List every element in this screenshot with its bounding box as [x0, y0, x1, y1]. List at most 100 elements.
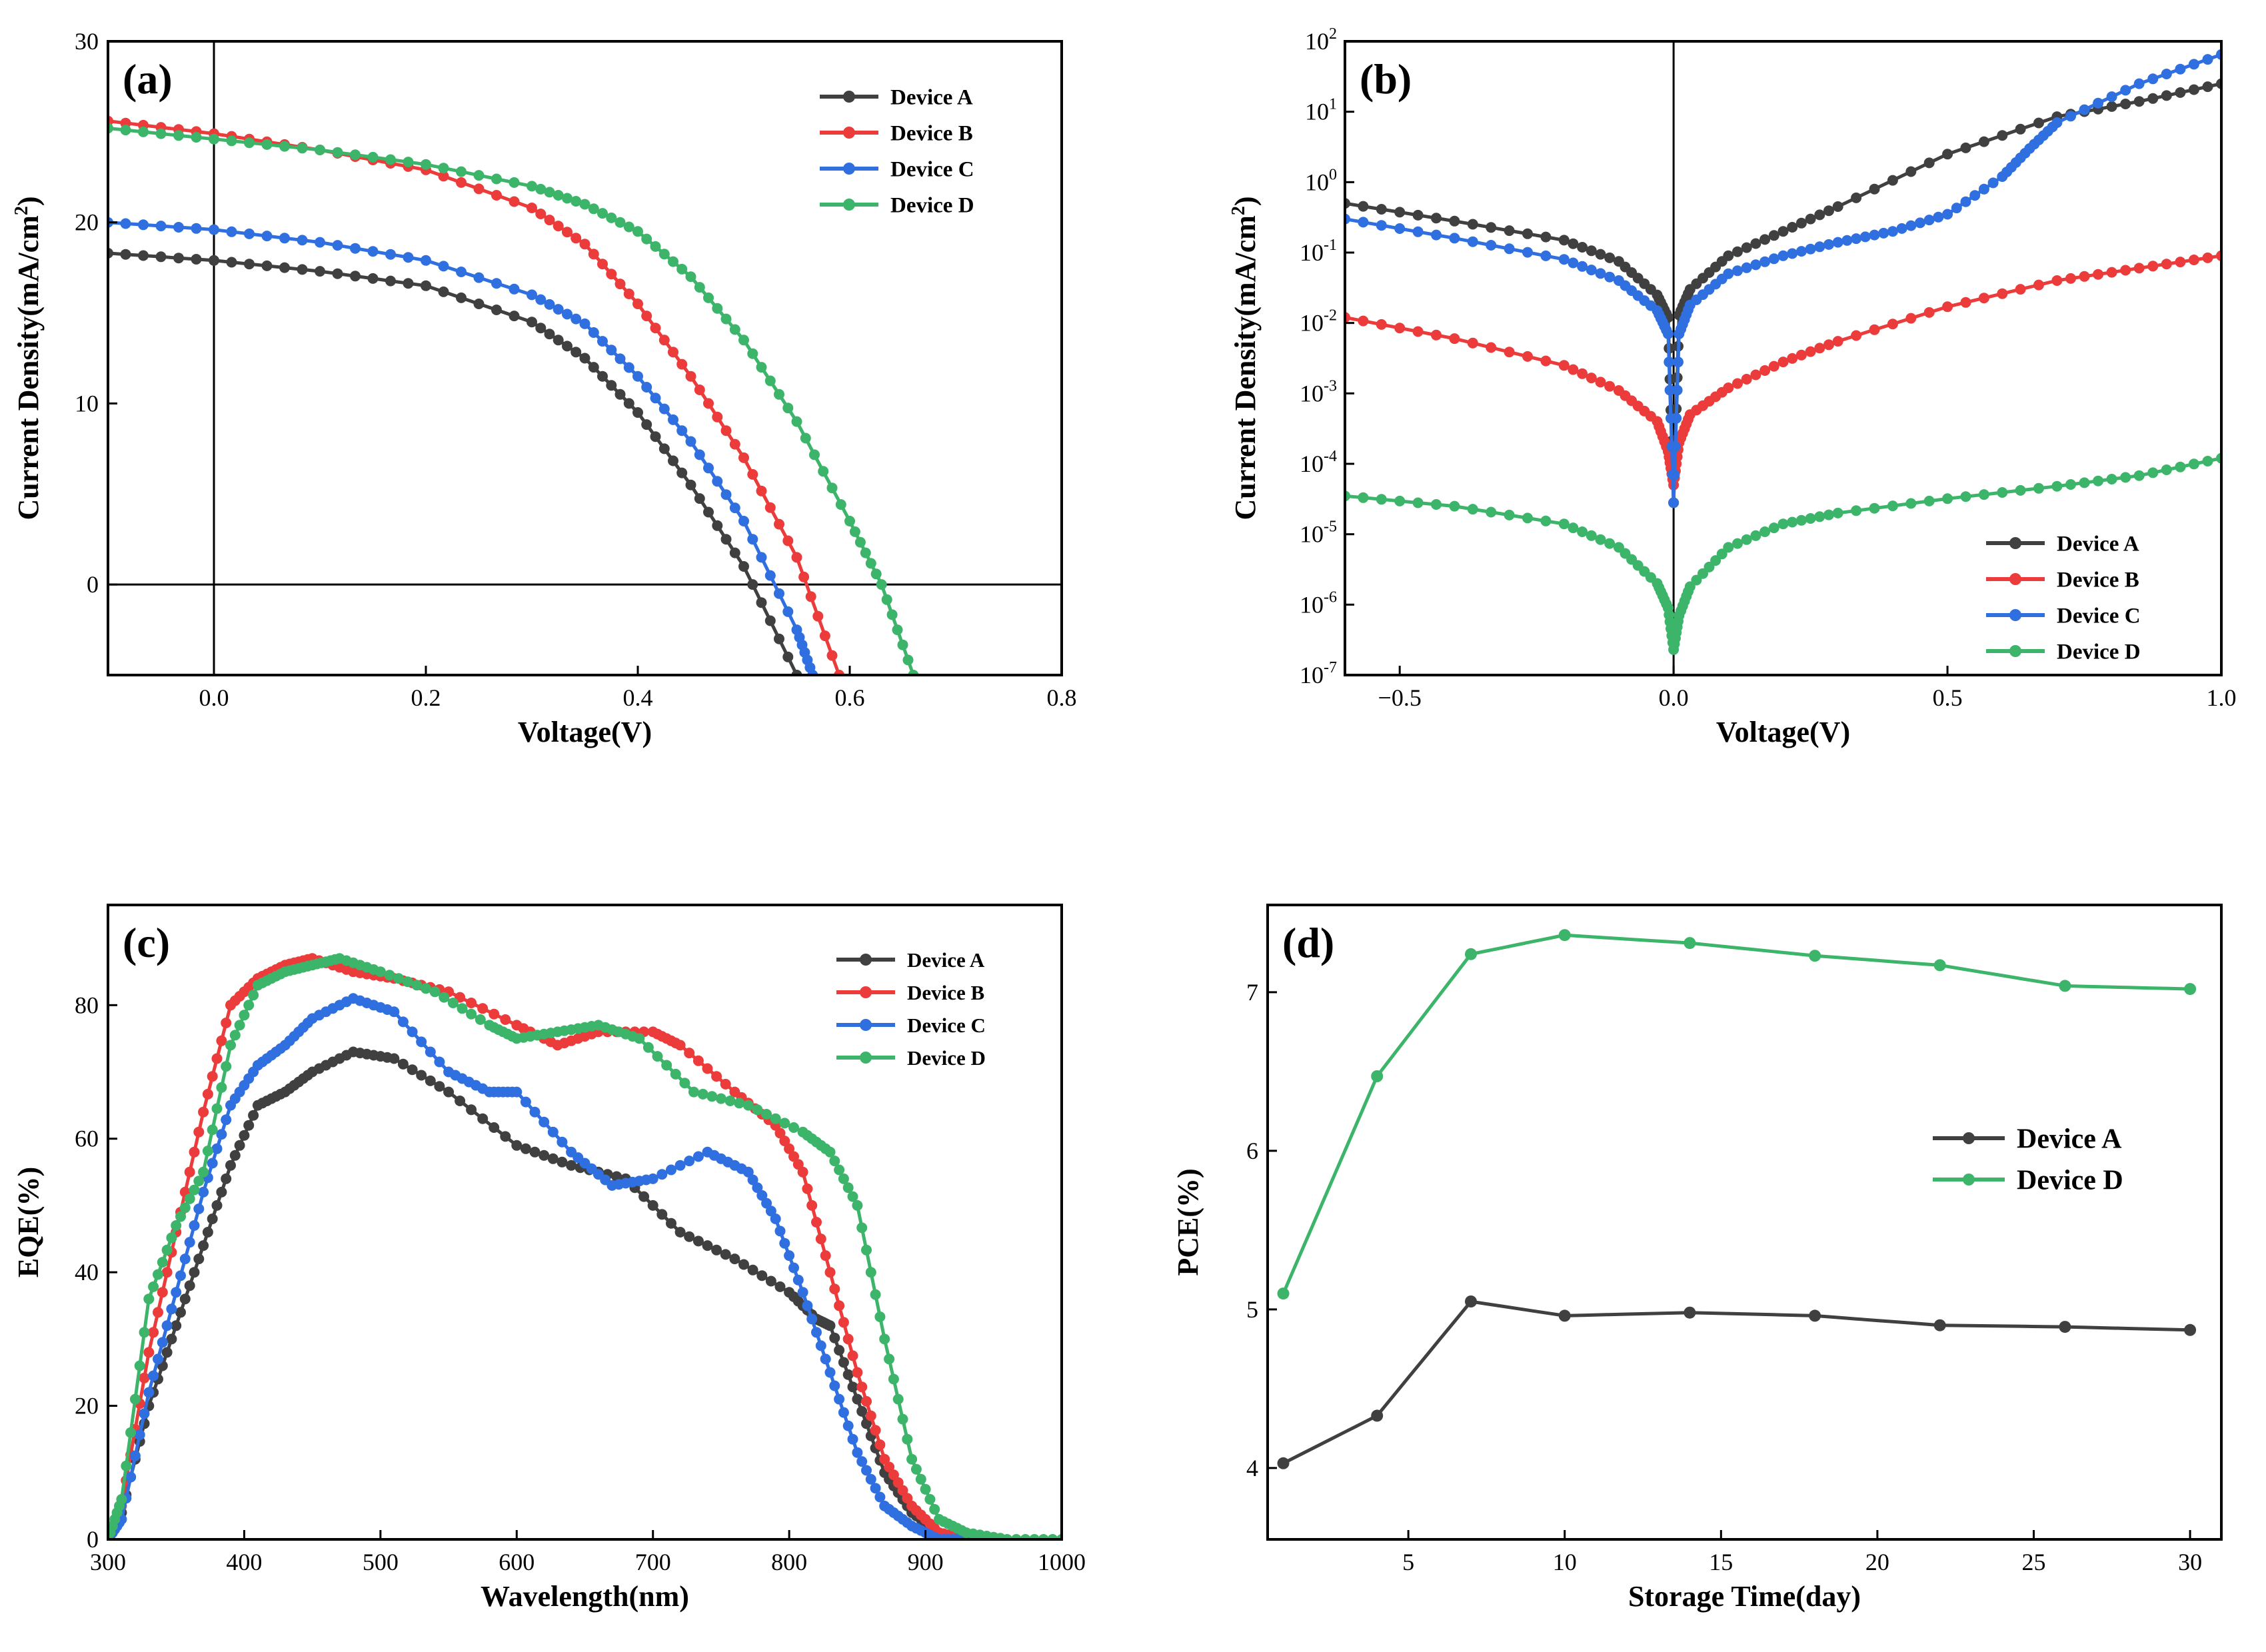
data-point-device-a: [720, 534, 732, 545]
data-point-device-c: [1787, 248, 1798, 259]
data-point-device-d: [724, 1096, 736, 1106]
data-point-device-c: [148, 1370, 159, 1381]
data-point-device-d: [350, 149, 361, 161]
data-point-device-d: [1795, 514, 1807, 526]
data-point-device-c: [2106, 91, 2117, 103]
data-point-device-a: [191, 254, 202, 265]
data-point-device-a: [1832, 201, 1843, 212]
data-point-device-d: [120, 125, 131, 136]
legend-marker: [1963, 1132, 1975, 1144]
data-point-device-d: [1412, 497, 1424, 508]
data-point-device-d: [1978, 489, 1989, 500]
data-point-device-a: [685, 479, 696, 490]
y-tick-label: 20: [75, 1393, 99, 1419]
data-point-device-b: [2161, 259, 2172, 270]
series-group: [1277, 929, 2197, 1469]
data-point-device-c: [1759, 256, 1771, 267]
y-tick-label: 60: [75, 1126, 99, 1152]
data-point-device-a: [225, 1160, 236, 1171]
data-point-device-b: [658, 335, 670, 346]
data-point-device-c: [1723, 268, 1734, 279]
data-point-device-a: [1394, 207, 1406, 218]
data-point-device-a: [711, 1244, 722, 1255]
data-point-device-c: [120, 218, 131, 229]
data-point-device-a: [216, 1186, 227, 1198]
data-point-device-a: [694, 493, 705, 504]
data-point-device-c: [1672, 385, 1683, 396]
x-tick-label: 0.8: [1047, 684, 1077, 711]
data-point-device-c: [720, 489, 732, 500]
data-point-device-c: [685, 436, 696, 447]
data-point-device-d: [829, 1156, 840, 1167]
data-point-device-a: [834, 1345, 845, 1356]
legend-marker: [843, 199, 855, 211]
data-point-device-b: [802, 1183, 813, 1194]
data-point-device-c: [632, 371, 643, 382]
data-point-device-d: [892, 1393, 904, 1405]
data-point-device-b: [884, 1461, 895, 1473]
data-point-device-c: [1832, 237, 1843, 248]
panel-label: (b): [1360, 55, 1412, 103]
data-point-device-a: [632, 407, 643, 418]
data-point-device-d: [1787, 516, 1798, 528]
data-point-device-d: [809, 449, 820, 460]
data-point-device-a: [782, 651, 794, 662]
data-point-device-d: [332, 147, 343, 158]
data-point-device-b: [1358, 315, 1369, 327]
data-point-device-b: [738, 452, 749, 463]
data-point-device-c: [2079, 104, 2090, 115]
y-tick-label: 0: [87, 1526, 99, 1553]
data-point-device-b: [788, 1151, 799, 1162]
data-point-device-b: [1376, 319, 1387, 330]
data-point-device-a: [829, 1332, 840, 1343]
data-point-device-c: [1942, 209, 1953, 220]
data-point-device-b: [641, 311, 652, 322]
legend-label: Device A: [2057, 532, 2139, 556]
data-point-device-c: [416, 1036, 427, 1048]
data-point-device-a: [1768, 230, 1779, 241]
y-axis-label: Current Density(mA/cm2): [1228, 196, 1262, 520]
data-point-device-c: [226, 226, 237, 237]
data-point-device-c: [847, 1433, 858, 1445]
data-point-device-c: [198, 1186, 209, 1198]
data-point-device-a: [668, 455, 678, 466]
data-point-device-a: [500, 1131, 511, 1142]
data-point-device-a: [535, 323, 547, 334]
legend-label: Device A: [2017, 1124, 2122, 1155]
data-point-device-c: [315, 237, 325, 248]
data-point-device-d: [570, 196, 582, 207]
data-point-device-d: [661, 1060, 672, 1071]
legend-label: Device B: [890, 122, 973, 146]
data-point-device-a: [297, 264, 308, 275]
data-point-device-c: [191, 223, 202, 234]
panel-label: (a): [123, 55, 173, 103]
data-point-device-c: [473, 272, 485, 283]
data-point-device-a: [1777, 226, 1789, 237]
data-point-device-a: [189, 1267, 200, 1278]
y-tick-label: 10-2: [1300, 307, 1337, 337]
data-point-device-a: [455, 1096, 466, 1106]
data-point-device-d: [1358, 492, 1369, 503]
data-point-device-b: [1869, 324, 1880, 335]
data-point-device-c: [1664, 357, 1675, 368]
data-point-device-c: [1777, 250, 1789, 261]
legend: Device A Device B Device C Device D: [820, 86, 974, 218]
data-point-device-d: [191, 132, 202, 143]
data-point-device-d: [838, 1173, 849, 1184]
data-point-device-c: [2175, 63, 2186, 75]
data-point-device-b: [774, 518, 784, 530]
data-point-device-a: [676, 467, 688, 478]
data-point-device-c: [2161, 69, 2172, 79]
data-point-device-d: [756, 362, 767, 373]
data-point-device-d: [826, 482, 838, 494]
data-point-device-b: [861, 1395, 872, 1407]
data-point-device-d: [761, 1109, 772, 1120]
data-point-device-b: [1750, 369, 1761, 381]
legend-marker: [2009, 609, 2021, 621]
data-point-device-b: [829, 1283, 840, 1295]
data-point-device-b: [1540, 355, 1552, 367]
data-point-device-b: [888, 1469, 899, 1481]
data-point-device-c: [1670, 441, 1681, 452]
data-point-device-b: [535, 209, 547, 219]
legend-label: Device C: [890, 158, 974, 182]
